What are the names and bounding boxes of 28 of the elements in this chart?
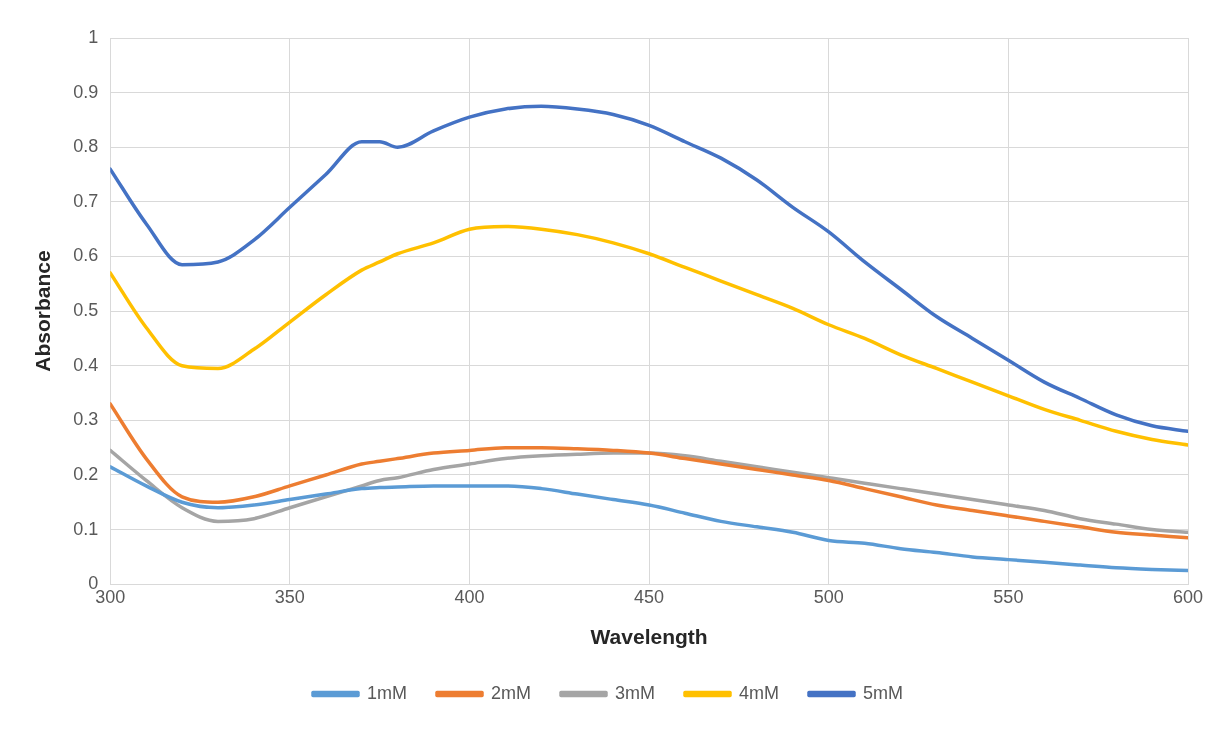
line-series — [110, 465, 1188, 573]
x-tick-label: 400 — [454, 586, 485, 607]
y-tick-label: 0.3 — [73, 409, 99, 430]
y-tick-label: 0.2 — [73, 463, 99, 484]
y-tick-label: 0.8 — [73, 136, 99, 157]
y-tick-label: 0.7 — [73, 190, 99, 211]
legend-label: 4mM — [739, 682, 779, 703]
x-tick-label: 500 — [813, 586, 844, 607]
y-tick-label: 0.1 — [73, 518, 99, 539]
x-tick-label: 600 — [1172, 586, 1204, 607]
legend-label: 2mM — [491, 682, 531, 703]
y-tick-label: 0.9 — [73, 81, 99, 102]
y-tick-label: 0.4 — [73, 354, 99, 375]
legend-label: 5mM — [863, 682, 903, 703]
x-tick-label: 350 — [274, 586, 305, 607]
x-tick-label: 550 — [993, 586, 1024, 607]
y-tick-label: 0.6 — [73, 245, 99, 266]
legend-label: 3mM — [615, 682, 655, 703]
x-axis-title: Wavelength — [590, 625, 708, 649]
line-series — [110, 224, 1188, 447]
y-tick-label: 1 — [88, 26, 99, 47]
line-series — [110, 104, 1188, 434]
line-series — [110, 448, 1188, 535]
line-series — [110, 402, 1188, 540]
y-tick-label: 0.5 — [73, 300, 99, 321]
legend-label: 1mM — [367, 682, 407, 703]
x-tick-label: 450 — [634, 586, 665, 607]
y-axis-title: Absorbance — [31, 250, 55, 372]
